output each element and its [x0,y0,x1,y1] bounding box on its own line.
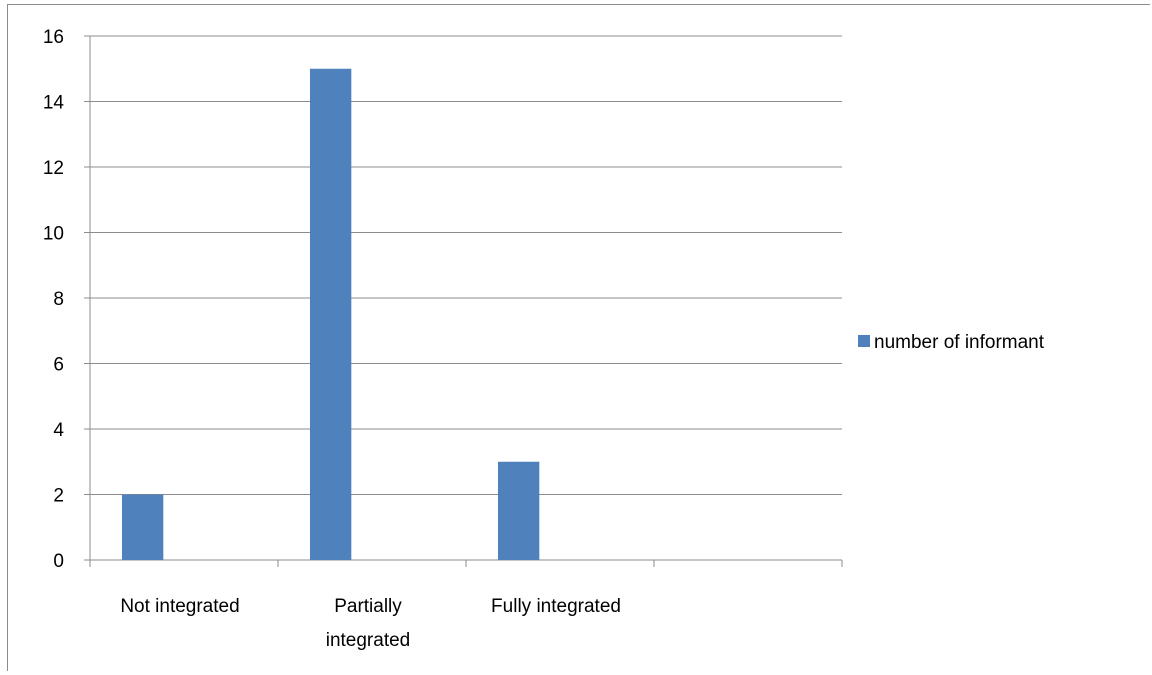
y-tick-label: 14 [43,93,65,114]
y-tick-label: 0 [53,551,64,572]
bar [497,461,540,560]
y-tick-label: 8 [53,289,64,310]
chart-frame [7,4,1150,671]
axes [84,35,843,567]
x-tick-labels: Not integrated Partially integrated Fully i… [120,596,621,651]
y-tick-label: 6 [53,355,64,376]
legend-label: number of informant [874,332,1045,353]
y-tick-label: 4 [53,420,64,441]
y-tick-label: 10 [43,224,64,245]
x-tick-label: Not integrated [120,596,239,617]
legend-swatch [858,335,870,347]
x-tick-label: Fully integrated [491,596,621,617]
bars [121,68,540,560]
legend: number of informant [858,332,1045,353]
gridlines [90,35,842,495]
bar [309,68,352,560]
x-tick-label: integrated [326,630,411,651]
y-tick-label: 16 [43,27,64,48]
y-tick-labels: 0 2 4 6 8 10 12 14 16 [43,27,65,572]
bar [121,494,164,560]
x-tick-label: Partially [334,596,402,617]
y-tick-label: 2 [53,486,64,507]
y-tick-label: 12 [43,158,64,179]
